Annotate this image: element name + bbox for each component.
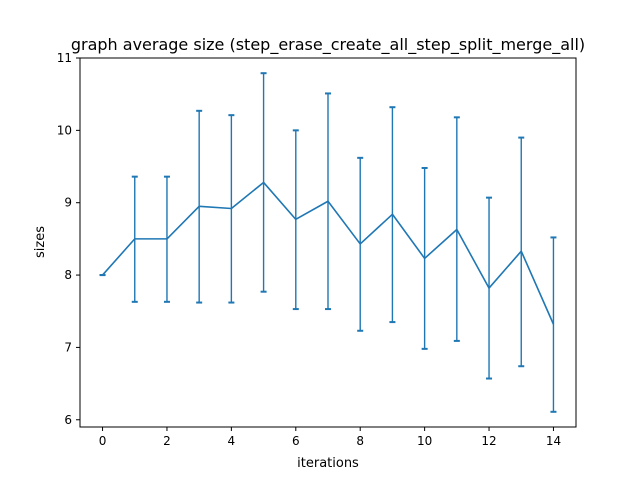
x-tick-label: 12	[481, 434, 496, 448]
x-tick-label: 10	[417, 434, 432, 448]
error-bars	[99, 72, 557, 413]
series-line	[101, 181, 555, 325]
x-axis-ticks: 0 2 4 6 8 10 12 14	[99, 427, 561, 448]
y-tick-label: 8	[64, 268, 72, 282]
x-tick-label: 4	[228, 434, 236, 448]
plot-area	[79, 57, 577, 428]
x-tick-label: 2	[163, 434, 171, 448]
x-axis-label: iterations	[297, 456, 359, 471]
x-tick-label: 0	[99, 434, 107, 448]
y-axis-label: sizes	[33, 226, 48, 258]
y-tick-label: 7	[64, 340, 72, 354]
y-axis-ticks: 6 7 8 9 10 11	[57, 51, 80, 427]
y-tick-label: 9	[64, 196, 72, 210]
y-tick-label: 10	[57, 123, 72, 137]
x-tick-label: 8	[356, 434, 364, 448]
y-tick-label: 6	[64, 413, 72, 427]
x-tick-label: 6	[292, 434, 300, 448]
chart-title: graph average size (step_erase_create_al…	[71, 35, 585, 55]
y-tick-label: 11	[57, 51, 72, 65]
x-tick-label: 14	[546, 434, 561, 448]
